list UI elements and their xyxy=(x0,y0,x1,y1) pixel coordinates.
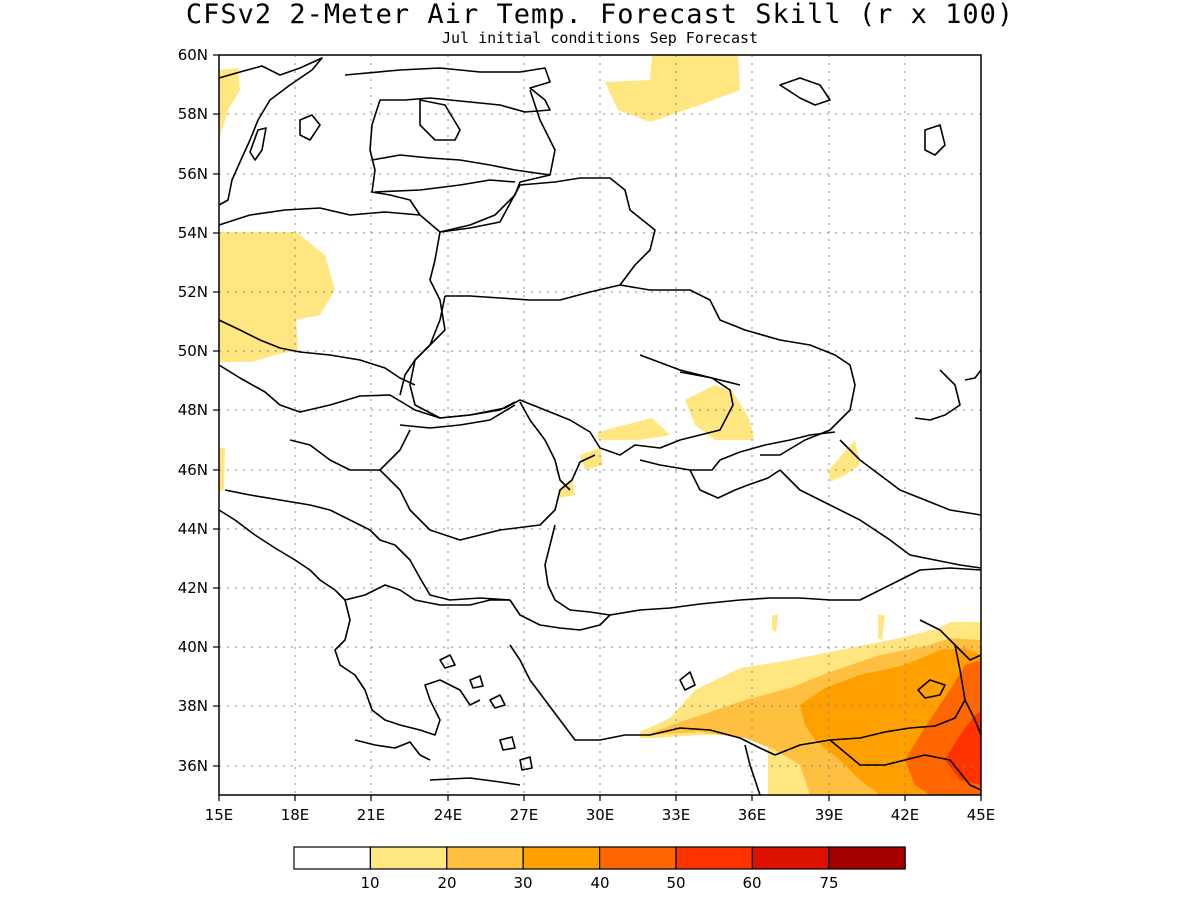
skill-region xyxy=(829,440,860,482)
colorbar-swatch xyxy=(293,846,372,870)
x-tick-label: 30E xyxy=(586,806,615,824)
x-tick-label: 27E xyxy=(510,806,539,824)
colorbar-swatch xyxy=(369,846,448,870)
skill-region xyxy=(685,385,754,440)
y-tick-label: 42N xyxy=(178,579,208,597)
x-tick-label: 21E xyxy=(357,806,386,824)
skill-region xyxy=(598,418,670,440)
x-tick-label: 15E xyxy=(205,806,234,824)
chart-subtitle: Jul initial conditions Sep Forecast xyxy=(441,29,759,47)
x-tick-label: 24E xyxy=(434,806,463,824)
colorbar: 10 20 30 40 50 60 75 xyxy=(293,846,906,892)
colorbar-label: 75 xyxy=(819,874,838,892)
colorbar-swatch xyxy=(751,846,830,870)
coastlines-borders xyxy=(218,57,982,796)
skill-region xyxy=(945,712,981,785)
colorbar-label: 30 xyxy=(513,874,532,892)
y-tick-label: 60N xyxy=(178,46,208,64)
colorbar-swatch xyxy=(522,846,601,870)
colorbar-label: 20 xyxy=(437,874,456,892)
y-tick-label: 58N xyxy=(178,105,208,123)
tick-marks xyxy=(213,54,982,801)
x-tick-label: 36E xyxy=(738,806,767,824)
chart-title: CFSv2 2-Meter Air Temp. Forecast Skill (… xyxy=(185,0,1015,30)
y-tick-label: 56N xyxy=(178,165,208,183)
colorbar-label: 40 xyxy=(590,874,609,892)
colorbar-swatch xyxy=(598,846,677,870)
y-tick-label: 52N xyxy=(178,283,208,301)
x-tick-label: 33E xyxy=(662,806,691,824)
x-tick-label: 45E xyxy=(967,806,996,824)
skill-region xyxy=(878,615,885,640)
y-tick-label: 48N xyxy=(178,401,208,419)
x-tick-label: 39E xyxy=(815,806,844,824)
y-tick-label: 54N xyxy=(178,224,208,242)
x-tick-label: 42E xyxy=(891,806,920,824)
colorbar-swatch xyxy=(828,846,906,870)
colorbar-swatch xyxy=(446,846,524,870)
skill-region xyxy=(219,448,225,492)
colorbar-swatch xyxy=(675,846,754,870)
x-tick-label: 18E xyxy=(281,806,310,824)
skill-region xyxy=(558,478,575,498)
skill-region xyxy=(219,232,335,362)
gridlines xyxy=(219,55,981,795)
skill-region xyxy=(580,448,603,470)
y-tick-label: 40N xyxy=(178,638,208,656)
y-tick-label: 36N xyxy=(178,757,208,775)
y-tick-label: 44N xyxy=(178,520,208,538)
y-tick-label: 38N xyxy=(178,697,208,715)
colorbar-label: 60 xyxy=(742,874,761,892)
skill-shading xyxy=(219,55,981,795)
skill-region xyxy=(605,55,740,122)
colorbar-label: 10 xyxy=(360,874,379,892)
colorbar-label: 50 xyxy=(666,874,685,892)
y-axis-labels: 36N 38N 40N 42N 44N 46N 48N 50N 52N 54N … xyxy=(178,46,208,775)
y-tick-label: 46N xyxy=(178,461,208,479)
skill-region xyxy=(219,68,240,140)
skill-region xyxy=(772,615,778,632)
x-axis-labels: 15E 18E 21E 24E 27E 30E 33E 36E 39E 42E … xyxy=(205,806,996,824)
y-tick-label: 50N xyxy=(178,342,208,360)
